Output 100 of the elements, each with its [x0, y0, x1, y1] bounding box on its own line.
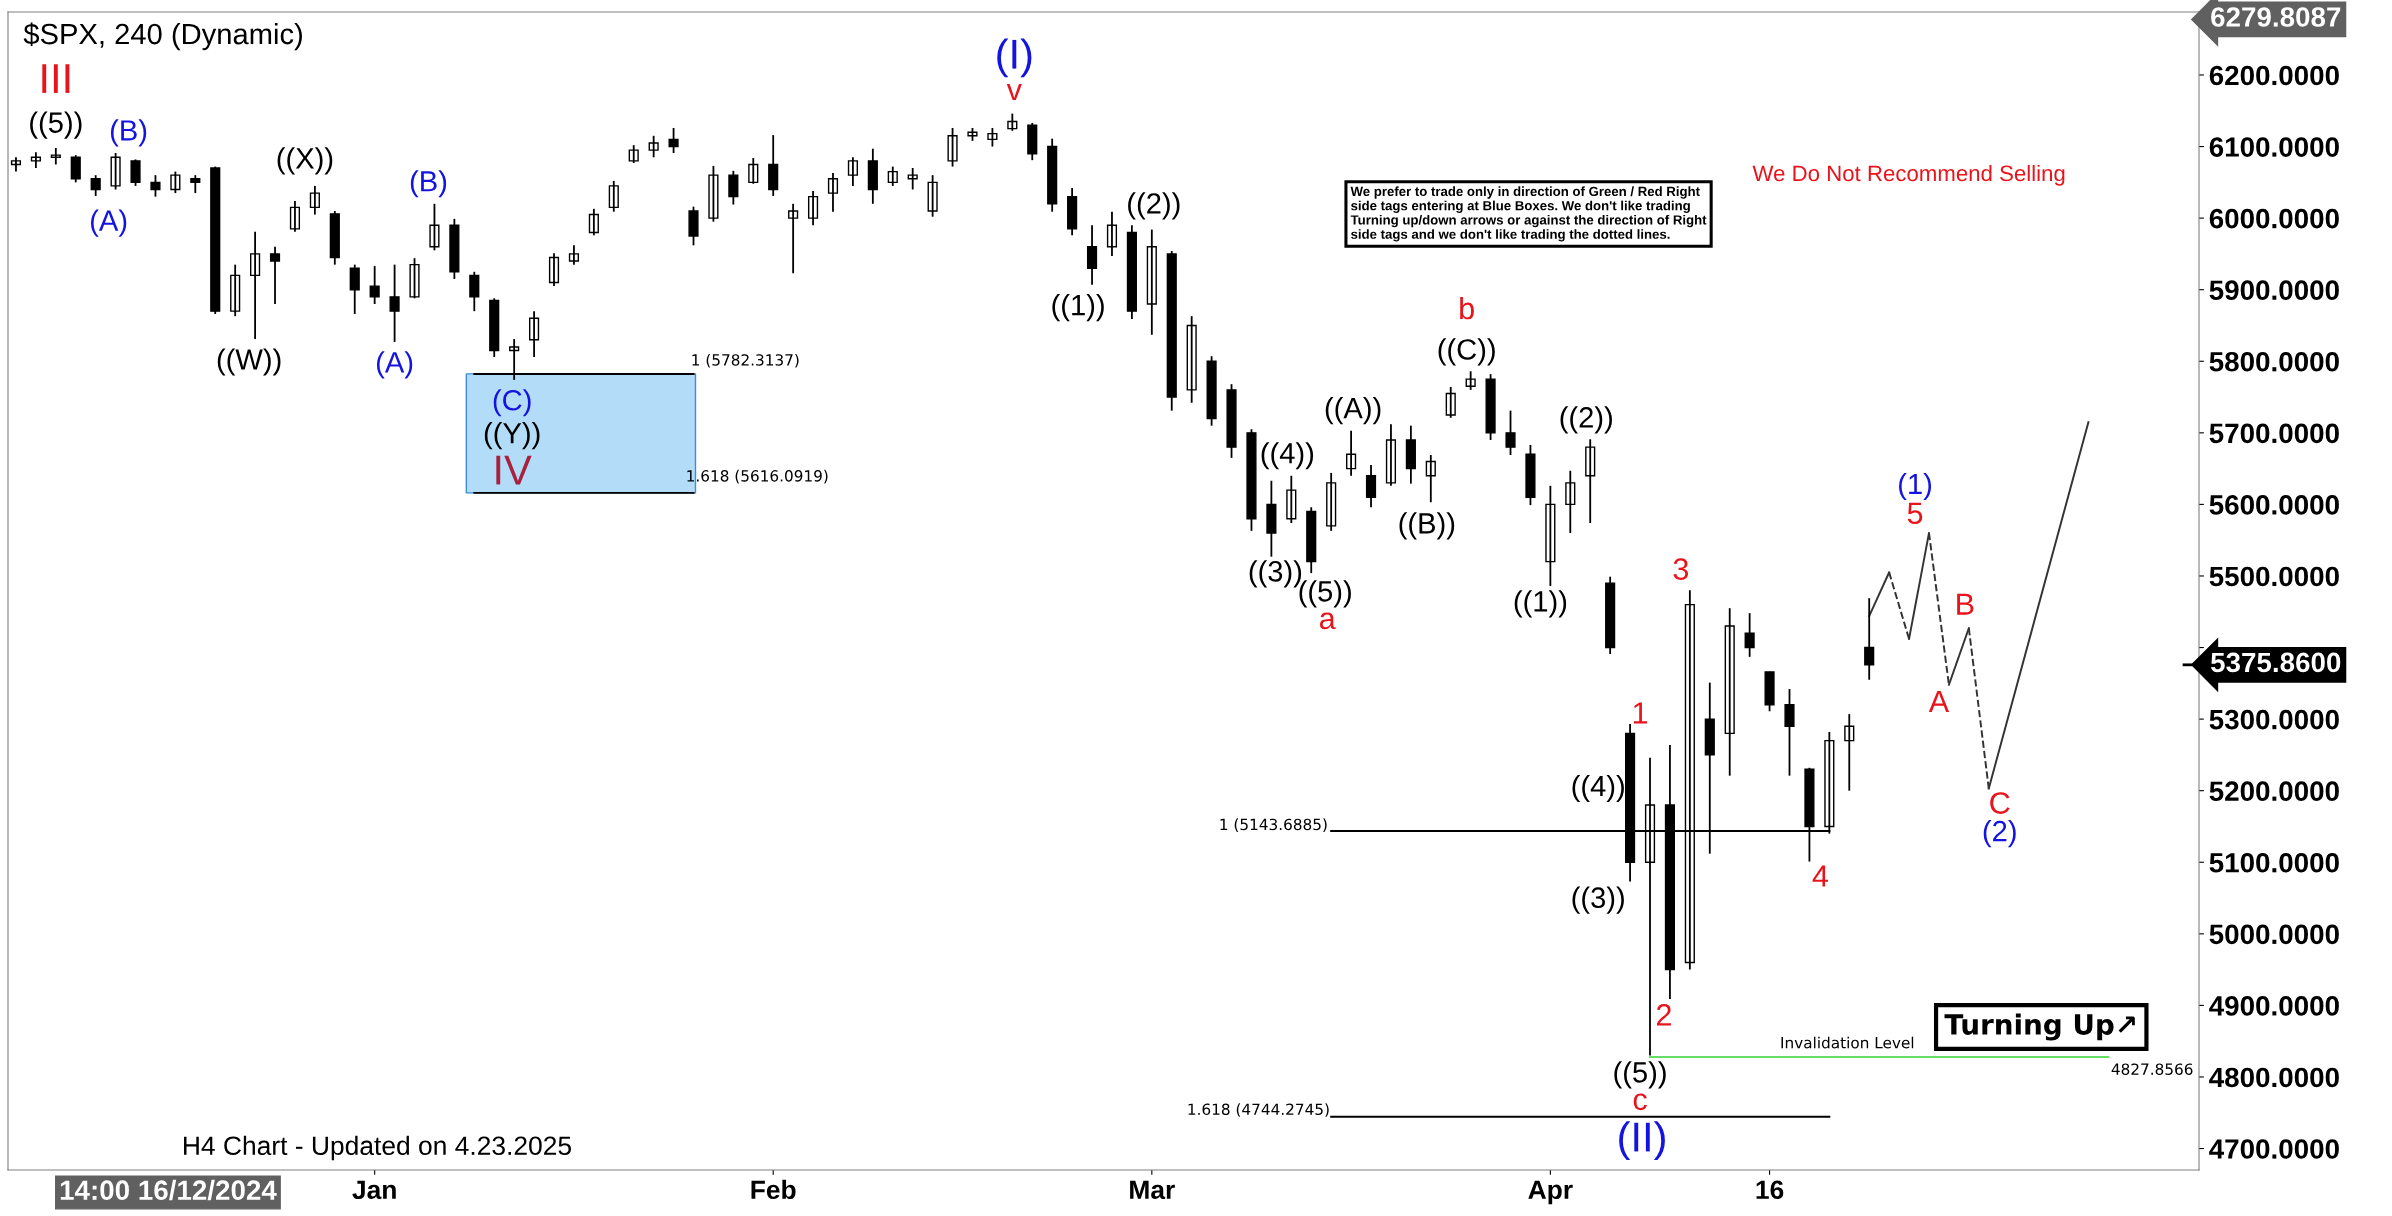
annotation: ((5)) [30, 111, 82, 139]
annotation: (2) [1983, 820, 2016, 848]
annotation: 1 (5782.3137) [692, 353, 799, 368]
annotation: ((2)) [1128, 192, 1180, 220]
candlestick [708, 164, 719, 223]
candlestick [10, 156, 22, 173]
y-tick-label: 4800.0000 [2209, 1067, 2339, 1088]
annotation: (II) [1619, 1121, 1665, 1161]
annotation: ((4)) [1261, 442, 1314, 470]
annotation: a [1319, 612, 1336, 630]
y-tick-label: 5200.0000 [2209, 781, 2339, 802]
candlestick [70, 154, 81, 184]
candlestick [529, 310, 540, 358]
annotation: 1.618 (4744.2745) [1188, 1103, 1329, 1117]
annotation: c [1633, 1093, 1647, 1111]
candlestick [1445, 386, 1456, 419]
annotation: 4 [1812, 865, 1828, 887]
annotation: ((B)) [1399, 512, 1455, 540]
candlestick [1565, 469, 1576, 534]
candlestick [1146, 228, 1157, 336]
candlestick [1425, 454, 1436, 504]
candlestick [389, 263, 400, 343]
candlestick [1365, 464, 1377, 509]
candlestick [568, 244, 580, 266]
candlestick [429, 202, 440, 252]
candlestick [1744, 612, 1755, 658]
candlestick [1007, 112, 1018, 132]
candlestick [130, 158, 141, 187]
candlestick [289, 200, 301, 233]
candlestick [369, 265, 380, 305]
annotation: (A) [376, 351, 413, 379]
annotation: B [1957, 593, 1974, 615]
candlestick [648, 134, 659, 159]
candlestick [110, 152, 121, 191]
x-tick-label: Feb [751, 1179, 796, 1200]
candlestick [309, 185, 320, 216]
y-tick-label: 5600.0000 [2209, 495, 2339, 515]
candlestick [1864, 597, 1875, 681]
annotation: b [1460, 296, 1474, 320]
candlestick [409, 257, 420, 300]
candlestick [170, 170, 181, 194]
candlestick [668, 127, 679, 154]
candlestick [548, 252, 560, 288]
candlestick [987, 127, 998, 148]
y-tick-label: 6100.0000 [2209, 137, 2339, 157]
x-tick-label: Jan [352, 1180, 396, 1200]
ref-line-label: 5375.8600 [2210, 652, 2341, 673]
annotation: 2 [1657, 1004, 1671, 1026]
candlestick [728, 169, 739, 206]
annotation: ((5)) [1299, 580, 1351, 608]
candlestick [1106, 210, 1118, 257]
annotation: (A) [91, 209, 127, 237]
annotation: Turning Up↗ [1944, 1013, 2135, 1041]
candlestick [1844, 713, 1855, 792]
annotation: ((A)) [1325, 397, 1381, 425]
annotation: (I) [997, 38, 1032, 78]
candlestick [269, 245, 281, 305]
candlestick [150, 174, 161, 198]
candlestick [230, 263, 241, 318]
annotation: H4 Chart - Updated on 4.23.2025 [184, 1135, 571, 1161]
y-tick-label: 5100.0000 [2209, 852, 2339, 873]
annotation: (C) [493, 389, 531, 417]
annotation: III [42, 64, 70, 93]
candlestick [827, 172, 839, 213]
annotation: Invalidation Level [1781, 1036, 1914, 1049]
annotation: ((1)) [1052, 293, 1104, 322]
candlestick [927, 174, 938, 218]
annotation: ((4)) [1572, 774, 1624, 803]
annotation: ((C)) [1438, 338, 1495, 366]
y-tick-label: 6000.0000 [2209, 208, 2339, 229]
candlestick [1385, 423, 1397, 487]
y-tick-label: 5900.0000 [2209, 280, 2339, 301]
annotation: We prefer to trade only in direction of Green / Red Right side tags entering at Blue Boxes. We don't like trading Turning up/down arrows or against the direction of Right side tags and we don't like trading the dotted lines. [1350, 186, 1707, 242]
annotation: 1 [1633, 702, 1648, 724]
y-tick-label: 6200.0000 [2209, 65, 2339, 86]
y-tick-label: 5500.0000 [2209, 566, 2339, 587]
candlestick [1186, 315, 1197, 404]
candlestick [1505, 409, 1516, 456]
annotation: ((5)) [1614, 1061, 1666, 1089]
candlestick [1724, 607, 1735, 777]
y-tick-label: 4700.0000 [2209, 1139, 2339, 1159]
y-tick-label: 5700.0000 [2209, 423, 2339, 444]
candlestick [1286, 474, 1297, 524]
annotation: 1 (5143.6885) [1220, 818, 1327, 832]
x-tick-label: 16 [1756, 1180, 1784, 1200]
candlestick [30, 151, 41, 169]
candlestick [1784, 688, 1795, 777]
annotation: (B) [110, 119, 147, 147]
annotation: A [1928, 690, 1950, 712]
x-tick-label: Mar [1130, 1180, 1175, 1200]
annotation: ((X)) [277, 147, 333, 175]
candlestick [748, 157, 759, 185]
annotation: ((3)) [1572, 886, 1624, 914]
candlestick [250, 230, 261, 340]
candlestick [807, 190, 819, 227]
text: 14:00 16/12/2024 [60, 1179, 277, 1201]
y-tick-label: 4900.0000 [2209, 996, 2339, 1016]
candlestick [1086, 224, 1098, 286]
y-tick-label: 5000.0000 [2209, 924, 2339, 945]
candlestick [349, 263, 360, 315]
